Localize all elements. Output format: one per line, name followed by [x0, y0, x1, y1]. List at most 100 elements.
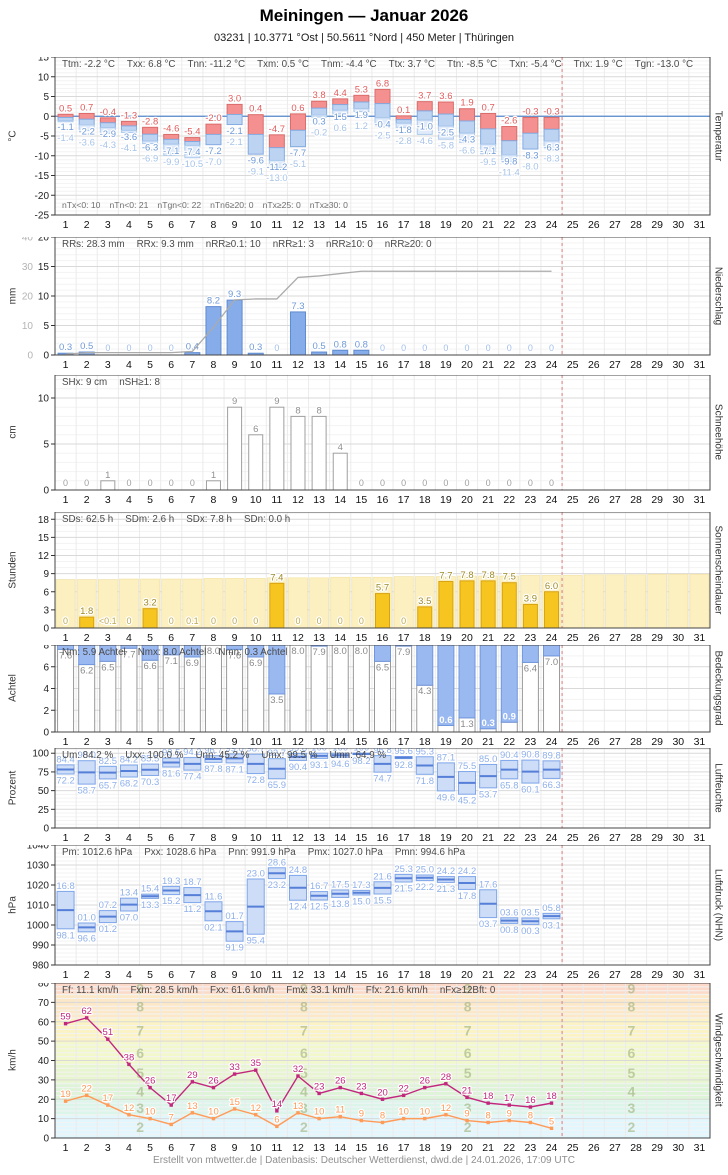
svg-text:75.5: 75.5 — [458, 761, 477, 772]
svg-text:25: 25 — [567, 832, 579, 844]
svg-text:-6.3: -6.3 — [142, 143, 158, 154]
svg-text:0.8: 0.8 — [355, 339, 368, 350]
svg-text:16: 16 — [377, 219, 389, 231]
svg-text:0: 0 — [422, 343, 427, 353]
svg-text:93.1: 93.1 — [310, 760, 329, 771]
svg-text:4: 4 — [126, 219, 132, 231]
svg-text:0.1: 0.1 — [186, 616, 199, 626]
svg-text:2: 2 — [84, 1142, 90, 1154]
svg-text:17: 17 — [398, 1142, 410, 1154]
svg-text:38: 38 — [124, 1052, 135, 1063]
svg-text:31: 31 — [694, 832, 706, 844]
svg-text:-5.1: -5.1 — [290, 159, 306, 170]
svg-text:9: 9 — [136, 983, 144, 996]
svg-text:19: 19 — [440, 632, 452, 644]
svg-text:4: 4 — [126, 359, 132, 371]
svg-text:15.2: 15.2 — [162, 896, 181, 907]
svg-text:30: 30 — [672, 494, 684, 506]
svg-text:7: 7 — [464, 1022, 472, 1038]
svg-text:27: 27 — [609, 1142, 621, 1154]
humidity-plot: 84.4 72.2 90.0 58.7 82.5 65.7 84.2 68.2 85.5 70.3… — [32, 748, 711, 844]
sunshine-plot: 0 1.8 <0.1 0 3.2 0 0.1 0 0 0 7.4 0 0 0 0 5.7 0 3.5 7.7 7.8 7… — [38, 512, 711, 644]
svg-text:17.3: 17.3 — [352, 880, 371, 891]
svg-text:94.2: 94.2 — [183, 748, 202, 758]
svg-text:10: 10 — [22, 321, 34, 332]
svg-text:-2.2: -2.2 — [79, 126, 95, 137]
svg-text:17: 17 — [398, 359, 410, 371]
svg-text:3.2: 3.2 — [143, 598, 156, 609]
svg-text:5: 5 — [464, 1065, 472, 1081]
svg-text:8: 8 — [211, 494, 217, 506]
svg-text:96.8: 96.8 — [373, 748, 392, 756]
svg-text:14: 14 — [334, 219, 346, 231]
svg-text:17: 17 — [166, 1093, 177, 1104]
svg-text:0: 0 — [338, 616, 343, 626]
svg-text:-10: -10 — [35, 151, 50, 162]
svg-text:10: 10 — [250, 494, 262, 506]
svg-text:11: 11 — [271, 832, 282, 844]
svg-text:5: 5 — [628, 1065, 636, 1081]
svg-text:13: 13 — [313, 736, 325, 748]
svg-text:77.4: 77.4 — [183, 772, 202, 783]
svg-text:20: 20 — [461, 494, 473, 506]
svg-text:84.4: 84.4 — [56, 754, 75, 765]
svg-text:15: 15 — [356, 359, 368, 371]
svg-text:12: 12 — [441, 1103, 452, 1114]
svg-text:92.8: 92.8 — [394, 760, 413, 771]
svg-text:15: 15 — [356, 969, 368, 981]
svg-text:31: 31 — [694, 1142, 706, 1154]
svg-text:1.9: 1.9 — [460, 98, 473, 109]
svg-text:18: 18 — [419, 832, 431, 844]
svg-text:0.4: 0.4 — [186, 342, 199, 353]
svg-text:1000: 1000 — [27, 921, 50, 932]
svg-text:17: 17 — [398, 736, 410, 748]
svg-text:21: 21 — [482, 359, 494, 371]
svg-text:26: 26 — [588, 494, 600, 506]
svg-text:23: 23 — [525, 359, 537, 371]
svg-text:92.7: 92.7 — [268, 748, 287, 759]
svg-text:14: 14 — [272, 1099, 283, 1110]
svg-text:7: 7 — [189, 219, 195, 231]
svg-text:7.1: 7.1 — [165, 656, 178, 667]
svg-text:16: 16 — [525, 1095, 536, 1106]
svg-text:16: 16 — [377, 494, 389, 506]
svg-text:0: 0 — [43, 351, 49, 362]
svg-text:8: 8 — [211, 632, 217, 644]
svg-text:990: 990 — [32, 941, 49, 952]
unit-label-sunshine: Stunden — [7, 551, 19, 589]
svg-text:0: 0 — [401, 478, 406, 488]
svg-text:10: 10 — [38, 72, 50, 83]
svg-text:11: 11 — [271, 969, 282, 981]
svg-text:3.5: 3.5 — [418, 596, 431, 607]
svg-text:7.6: 7.6 — [59, 650, 72, 661]
svg-text:90.8: 90.8 — [521, 750, 540, 761]
svg-text:24.2: 24.2 — [458, 866, 477, 877]
svg-text:0.6: 0.6 — [439, 715, 452, 726]
svg-text:7.8: 7.8 — [482, 570, 495, 581]
svg-text:10: 10 — [38, 292, 50, 303]
svg-text:1: 1 — [63, 494, 69, 506]
svg-text:02.1: 02.1 — [204, 922, 223, 933]
svg-text:24: 24 — [546, 1142, 558, 1154]
svg-text:0.6: 0.6 — [291, 103, 304, 114]
svg-text:6: 6 — [274, 1114, 279, 1125]
svg-text:7: 7 — [189, 1142, 195, 1154]
svg-text:91.9: 91.9 — [225, 943, 244, 954]
svg-text:8: 8 — [464, 998, 472, 1014]
svg-text:23.0: 23.0 — [246, 869, 265, 880]
svg-text:0: 0 — [43, 486, 49, 497]
svg-text:18.7: 18.7 — [183, 877, 202, 888]
svg-text:1.3: 1.3 — [460, 719, 473, 730]
svg-text:1.8: 1.8 — [80, 606, 93, 617]
svg-text:14: 14 — [334, 969, 346, 981]
svg-text:20: 20 — [461, 359, 473, 371]
svg-text:40: 40 — [22, 237, 34, 244]
cloud-plot: 7.6 6.2 6.5 7.7 6.6 7.1 6.9 8.0 7.6 6.9 3.5 8.0 7.9 8… — [43, 645, 711, 748]
svg-text:0: 0 — [422, 478, 427, 488]
svg-text:27: 27 — [609, 494, 621, 506]
svg-text:27: 27 — [609, 969, 621, 981]
svg-text:8.0: 8.0 — [207, 646, 220, 657]
svg-text:13.4: 13.4 — [120, 888, 139, 899]
svg-text:15.5: 15.5 — [373, 896, 392, 907]
svg-text:80: 80 — [38, 983, 50, 990]
